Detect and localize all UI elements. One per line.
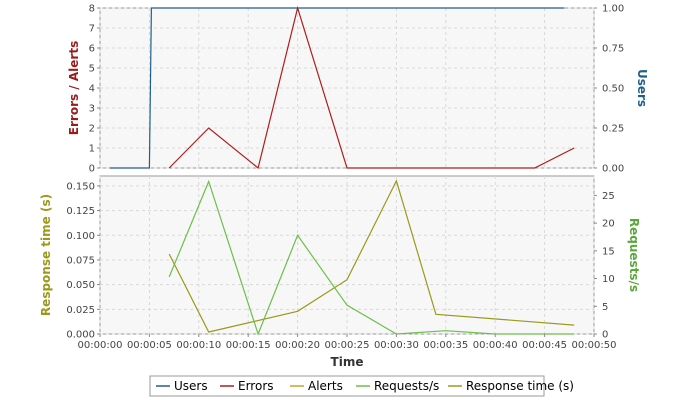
top-left-tick-label: 7 xyxy=(89,24,95,35)
response-time-axis-title: Response time (s) xyxy=(39,194,53,316)
bottom-left-tick-label: 0.050 xyxy=(66,280,95,291)
legend-items: Users Errors Alerts Requests/s Response time… xyxy=(156,379,574,393)
legend: Users Errors Alerts Requests/s Response time… xyxy=(149,375,574,397)
time-tick-label: 00:00:45 xyxy=(522,340,567,351)
top-right-tick-label: 0.00 xyxy=(602,164,624,175)
time-tick-label: 00:00:30 xyxy=(374,340,419,351)
top-right-tick-label: 1.00 xyxy=(602,4,624,15)
top-left-axis: 0 1 2 3 4 5 6 7 8 xyxy=(89,4,100,175)
time-tick-label: 00:00:15 xyxy=(226,340,271,351)
bottom-right-tick-label: 10 xyxy=(602,274,615,285)
top-right-tick-label: 0.50 xyxy=(602,84,624,95)
bottom-right-axis: 0 5 10 15 20 25 xyxy=(594,191,615,341)
series-errors-line xyxy=(168,5,575,170)
series-requests-s-line xyxy=(168,179,575,336)
top-left-tick-label: 6 xyxy=(89,44,95,55)
top-panel: 0 1 2 3 4 5 6 7 8 0.00 0.25 0.50 0.75 1.00 Errors / … xyxy=(67,4,649,175)
time-tick-label: 00:00:10 xyxy=(176,340,221,351)
top-left-tick-label: 3 xyxy=(89,104,95,115)
top-right-axis: 0.00 0.25 0.50 0.75 1.00 xyxy=(594,4,624,175)
bottom-left-tick-label: 0.125 xyxy=(66,206,95,217)
bottom-series xyxy=(168,179,575,336)
time-axis: 00:00:00 00:00:05 00:00:10 00:00:15 00:00:20… xyxy=(78,334,617,351)
time-axis-title: Time xyxy=(331,355,364,369)
bottom-left-tick-label: 0.075 xyxy=(66,255,95,266)
legend-label: Alerts xyxy=(308,379,343,393)
top-left-tick-label: 1 xyxy=(89,144,95,155)
time-tick-label: 00:00:25 xyxy=(325,340,370,351)
time-tick-label: 00:00:50 xyxy=(572,340,617,351)
time-tick-label: 00:00:35 xyxy=(423,340,468,351)
bottom-left-tick-label: 0.100 xyxy=(66,231,95,242)
top-left-tick-label: 5 xyxy=(89,64,95,75)
bottom-left-tick-label: 0.150 xyxy=(66,181,95,192)
top-right-tick-label: 0.75 xyxy=(602,44,624,55)
time-tick-label: 00:00:20 xyxy=(275,340,320,351)
top-left-tick-label: 4 xyxy=(89,84,95,95)
time-tick-label: 00:00:00 xyxy=(78,340,123,351)
requests-axis-title: Requests/s xyxy=(627,218,641,292)
bottom-panel: 0.000 0.025 0.050 0.075 0.100 0.125 0.150 0 5 10… xyxy=(39,175,641,369)
time-tick-label: 00:00:05 xyxy=(127,340,172,351)
top-series xyxy=(109,5,575,170)
series-users-line xyxy=(109,7,565,169)
legend-label: Errors xyxy=(238,379,274,393)
bottom-right-tick-label: 20 xyxy=(602,219,615,230)
top-left-tick-label: 2 xyxy=(89,124,95,135)
bottom-right-tick-label: 25 xyxy=(602,191,615,202)
bottom-right-tick-label: 15 xyxy=(602,246,615,257)
top-left-tick-label: 0 xyxy=(89,164,95,175)
top-right-tick-label: 0.25 xyxy=(602,124,624,135)
legend-box xyxy=(149,375,545,397)
series-response-time-s-line xyxy=(168,179,575,333)
bottom-left-axis: 0.000 0.025 0.050 0.075 0.100 0.125 0.150 xyxy=(66,181,100,341)
legend-label: Users xyxy=(174,379,208,393)
bottom-right-tick-label: 5 xyxy=(602,302,608,313)
bottom-left-tick-label: 0.025 xyxy=(66,305,95,316)
time-tick-label: 00:00:40 xyxy=(473,340,518,351)
legend-label: Response time (s) xyxy=(466,379,574,393)
bottom-left-tick-label: 0.000 xyxy=(66,330,95,341)
top-left-tick-label: 8 xyxy=(89,4,95,15)
users-axis-title: Users xyxy=(635,69,649,107)
bottom-right-tick-label: 0 xyxy=(602,330,608,341)
errors-alerts-axis-title: Errors / Alerts xyxy=(67,41,81,135)
legend-label: Requests/s xyxy=(374,379,439,393)
